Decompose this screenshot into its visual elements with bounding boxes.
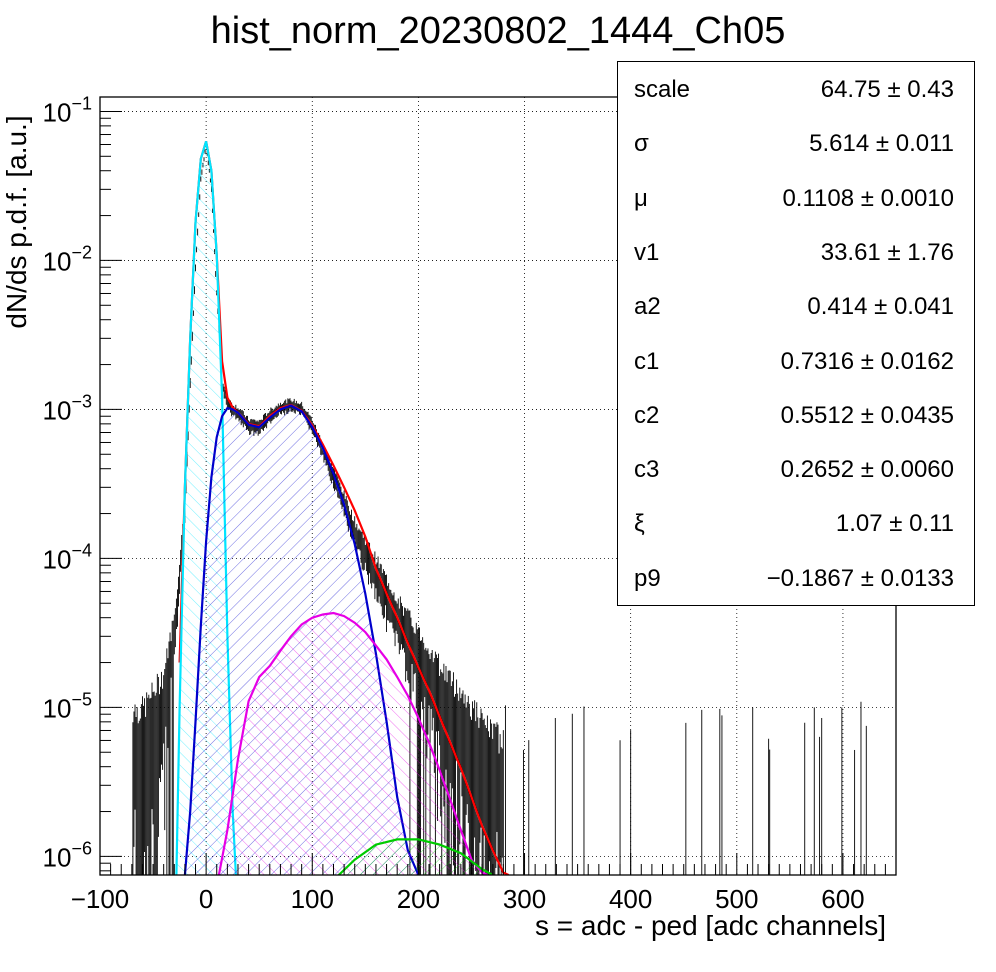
fit-component-fill [338, 839, 493, 875]
stat-value: 5.614 ± 0.011 [809, 130, 954, 158]
stat-row: v1 33.61 ± 1.76 [618, 225, 974, 279]
stat-row: c1 0.7316 ± 0.0162 [618, 334, 974, 388]
fit-component-fill [218, 613, 488, 875]
stat-row: c2 0.5512 ± 0.0435 [618, 388, 974, 442]
stat-row: σ 5.614 ± 0.011 [618, 116, 974, 170]
x-tick-label: 200 [397, 884, 440, 914]
x-axis-label: s = adc - ped [adc channels] [535, 910, 886, 941]
stat-name: scale [634, 76, 691, 103]
fit-curve [338, 838, 494, 875]
y-tick-label: 10−2 [43, 242, 92, 276]
x-tick-label: 0 [199, 884, 213, 914]
stat-value: 33.61 ± 1.76 [820, 238, 954, 266]
y-tick-label: 10−4 [43, 540, 92, 574]
y-tick-label: 10−6 [43, 838, 92, 872]
fit-curve [183, 404, 420, 875]
stat-row: scale 64.75 ± 0.43 [618, 62, 974, 116]
y-tick-label: 10−1 [43, 93, 92, 127]
stat-name: c1 [634, 347, 660, 375]
stat-value: 0.5512 ± 0.0435 [780, 401, 954, 429]
stat-value: 1.07 ± 0.11 [835, 510, 954, 538]
stat-row: ξ 1.07 ± 0.11 [618, 496, 974, 550]
stat-row: p9 −0.1867 ± 0.0133 [618, 551, 974, 605]
stat-name: ξ [634, 510, 645, 538]
axes: −100 0 100 200 300 400 500 600 10−1 10−2 10−3 10−4 1… [43, 93, 897, 914]
stat-value: 0.7316 ± 0.0162 [780, 347, 954, 375]
stat-name: p9 [634, 564, 661, 592]
fit-statistics-box: scale 64.75 ± 0.43 σ 5.614 ± 0.011 μ 0.1108 ±… [617, 61, 975, 606]
y-tick-label: 10−3 [43, 391, 92, 425]
stat-row: c3 0.2652 ± 0.0060 [618, 442, 974, 496]
y-tick-label: 10−5 [43, 689, 92, 723]
x-tick-label: −100 [71, 884, 130, 914]
stat-name: μ [634, 184, 648, 212]
stat-row: a2 0.414 ± 0.041 [618, 279, 974, 333]
x-tick-label: 600 [821, 884, 864, 914]
x-tick-label: 500 [715, 884, 758, 914]
stat-value: 0.414 ± 0.041 [807, 293, 954, 321]
stat-value: 64.75 ± 0.43 [820, 76, 954, 103]
stat-row: μ 0.1108 ± 0.0010 [618, 171, 974, 225]
fit-curve [217, 611, 488, 875]
stat-value: 0.1108 ± 0.0010 [782, 184, 954, 212]
chart-title: hist_norm_20230802_1444_Ch05 [210, 10, 786, 52]
x-tick-label: 100 [291, 884, 334, 914]
y-axis-label: dN/ds p.d.f. [a.u.] [1, 115, 32, 329]
stat-name: v1 [634, 238, 660, 266]
stat-value: 0.2652 ± 0.0060 [780, 456, 954, 484]
stat-value: −0.1867 ± 0.0133 [766, 564, 954, 592]
stat-name: σ [634, 130, 649, 158]
stat-name: c2 [634, 401, 660, 429]
x-tick-label: 300 [503, 884, 546, 914]
stat-name: c3 [634, 456, 660, 484]
x-tick-label: 400 [609, 884, 652, 914]
stat-name: a2 [634, 293, 661, 321]
